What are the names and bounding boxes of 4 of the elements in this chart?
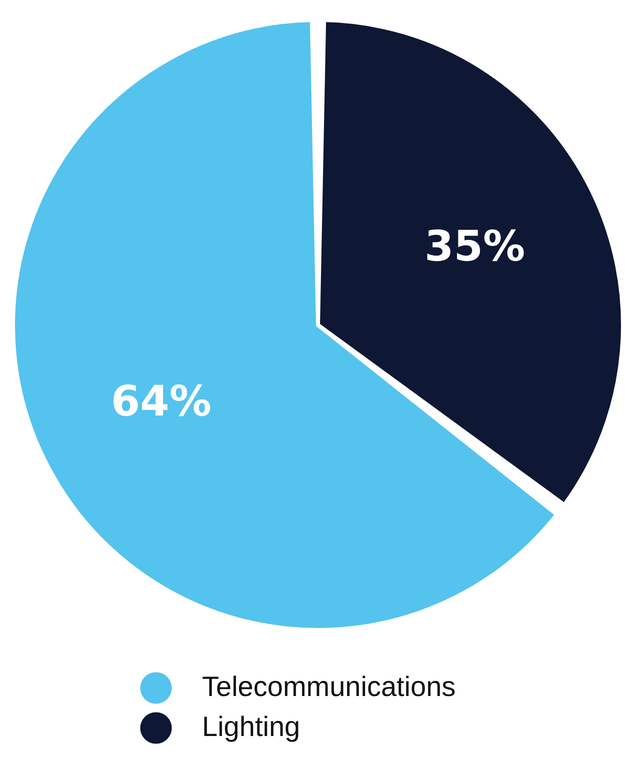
legend-label: Lighting bbox=[202, 711, 300, 742]
legend-label: Telecommunications bbox=[202, 671, 456, 702]
data-label: 64% bbox=[110, 376, 212, 426]
data-label: 35% bbox=[424, 221, 526, 270]
